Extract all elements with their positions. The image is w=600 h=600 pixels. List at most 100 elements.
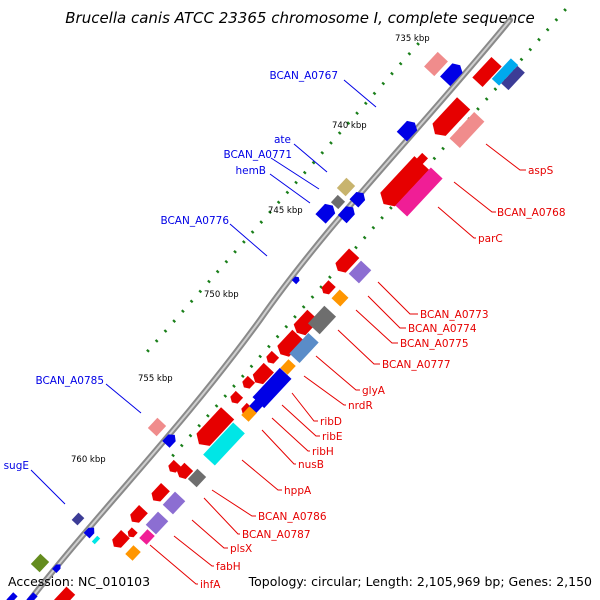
leader-line: [367, 295, 406, 329]
gene-feature[interactable]: [336, 177, 356, 197]
scale-tick: [346, 121, 351, 125]
gene-feature[interactable]: [175, 462, 194, 481]
gene-feature[interactable]: [307, 305, 337, 335]
gene-label-BCAN_A0787[interactable]: BCAN_A0787: [242, 529, 311, 541]
gene-label-ribH[interactable]: ribH: [312, 446, 334, 458]
gene-label-ihfA[interactable]: ihfA: [200, 579, 221, 591]
gene-feature[interactable]: [264, 350, 280, 366]
gene-feature[interactable]: [228, 390, 244, 406]
gene-label-BCAN_A0775[interactable]: BCAN_A0775: [400, 338, 469, 350]
gene-feature[interactable]: [275, 329, 305, 360]
gene-feature[interactable]: [333, 248, 360, 275]
gene-feature[interactable]: [162, 491, 186, 515]
gene-feature[interactable]: [91, 535, 101, 545]
gene-label-BCAN_A0786[interactable]: BCAN_A0786: [258, 511, 327, 523]
gene-label-BCAN_A0776[interactable]: BCAN_A0776: [160, 215, 229, 227]
gene-label-BCAN_A0773[interactable]: BCAN_A0773: [420, 309, 489, 321]
leader-line: [203, 497, 240, 535]
gene-feature[interactable]: [126, 527, 138, 539]
gene-label-nrdR[interactable]: nrdR: [348, 400, 373, 412]
gene-feature[interactable]: [125, 545, 141, 561]
gene-feature[interactable]: [6, 592, 18, 600]
gene-feature[interactable]: [320, 280, 336, 296]
gene-feature[interactable]: [395, 167, 443, 217]
gene-feature[interactable]: [331, 289, 349, 307]
gene-label-ate[interactable]: ate: [274, 134, 291, 146]
gene-feature[interactable]: [149, 483, 170, 504]
gene-label-BCAN_A0768[interactable]: BCAN_A0768: [497, 207, 566, 219]
gene-feature[interactable]: [52, 562, 63, 573]
scale-tick: [355, 111, 359, 116]
gene-feature[interactable]: [192, 407, 235, 450]
scale-tick: [563, 8, 567, 12]
gene-feature[interactable]: [472, 56, 502, 88]
gene-feature[interactable]: [280, 359, 296, 375]
gene-label-glyA[interactable]: glyA: [362, 385, 386, 397]
gene-label-hemB[interactable]: hemB: [235, 165, 266, 177]
gene-feature[interactable]: [376, 156, 430, 211]
gene-label-BCAN_A0777[interactable]: BCAN_A0777: [382, 359, 451, 371]
scale-tick: [407, 51, 412, 56]
gene-feature[interactable]: [139, 529, 155, 545]
gene-feature[interactable]: [51, 586, 76, 600]
scale-tick: [276, 200, 281, 205]
gene-feature[interactable]: [501, 65, 525, 91]
gene-feature[interactable]: [250, 362, 274, 387]
scale-tick: [242, 240, 246, 244]
gene-feature[interactable]: [127, 505, 148, 526]
gene-feature[interactable]: [187, 468, 207, 488]
gene-feature[interactable]: [26, 592, 38, 600]
leader-line: [485, 143, 526, 171]
gene-feature[interactable]: [83, 525, 97, 539]
scale-tick: [232, 384, 236, 388]
gene-feature[interactable]: [315, 201, 338, 224]
scale-tick: [371, 225, 376, 230]
gene-feature[interactable]: [330, 194, 346, 210]
scale-tick: [329, 141, 333, 145]
gene-label-BCAN_A0771[interactable]: BCAN_A0771: [223, 149, 292, 161]
gene-feature[interactable]: [252, 367, 292, 409]
gene-label-parC[interactable]: parC: [478, 233, 503, 245]
gene-label-ribD[interactable]: ribD: [320, 416, 342, 428]
gene-feature[interactable]: [291, 309, 320, 338]
gene-feature[interactable]: [440, 60, 465, 87]
scale-tick: [398, 61, 403, 66]
gene-feature[interactable]: [337, 203, 358, 224]
gene-feature[interactable]: [413, 152, 429, 169]
gene-feature[interactable]: [396, 118, 420, 142]
gene-label-BCAN_A0785[interactable]: BCAN_A0785: [35, 375, 104, 387]
gene-feature[interactable]: [449, 112, 485, 148]
gene-label-plsX[interactable]: plsX: [230, 543, 252, 555]
gene-feature[interactable]: [203, 422, 245, 466]
gene-feature[interactable]: [241, 406, 257, 422]
gene-label-fabH[interactable]: fabH: [216, 561, 241, 573]
scale-tick: [267, 344, 271, 349]
gene-feature[interactable]: [349, 189, 368, 208]
gene-feature[interactable]: [428, 97, 471, 140]
gene-feature[interactable]: [291, 275, 301, 285]
gene-feature[interactable]: [145, 511, 169, 535]
gene-label-aspS[interactable]: aspS: [528, 165, 554, 177]
gene-feature[interactable]: [424, 51, 448, 77]
scale-tick: [179, 443, 184, 448]
gene-label-hppA[interactable]: hppA: [284, 485, 312, 497]
gene-feature[interactable]: [491, 58, 519, 86]
leader-line: [453, 181, 496, 213]
gene-label-sugE[interactable]: sugE: [4, 460, 29, 472]
gene-label-nusB[interactable]: nusB: [298, 459, 324, 471]
gene-label-ribE[interactable]: ribE: [322, 431, 343, 443]
scale-label: 745 kbp: [268, 206, 303, 216]
leader-line: [315, 355, 360, 391]
gene-feature[interactable]: [71, 512, 85, 526]
gene-label-BCAN_A0774[interactable]: BCAN_A0774: [408, 323, 477, 335]
gene-feature[interactable]: [166, 459, 182, 475]
gene-feature[interactable]: [289, 332, 319, 364]
gene-feature[interactable]: [147, 417, 167, 437]
scale-tick: [528, 47, 533, 52]
gene-label-BCAN_A0767[interactable]: BCAN_A0767: [269, 70, 338, 82]
gene-feature[interactable]: [109, 530, 130, 551]
gene-feature[interactable]: [30, 553, 50, 573]
gene-feature[interactable]: [240, 375, 256, 391]
gene-feature[interactable]: [348, 260, 372, 284]
gene-feature[interactable]: [162, 431, 178, 448]
